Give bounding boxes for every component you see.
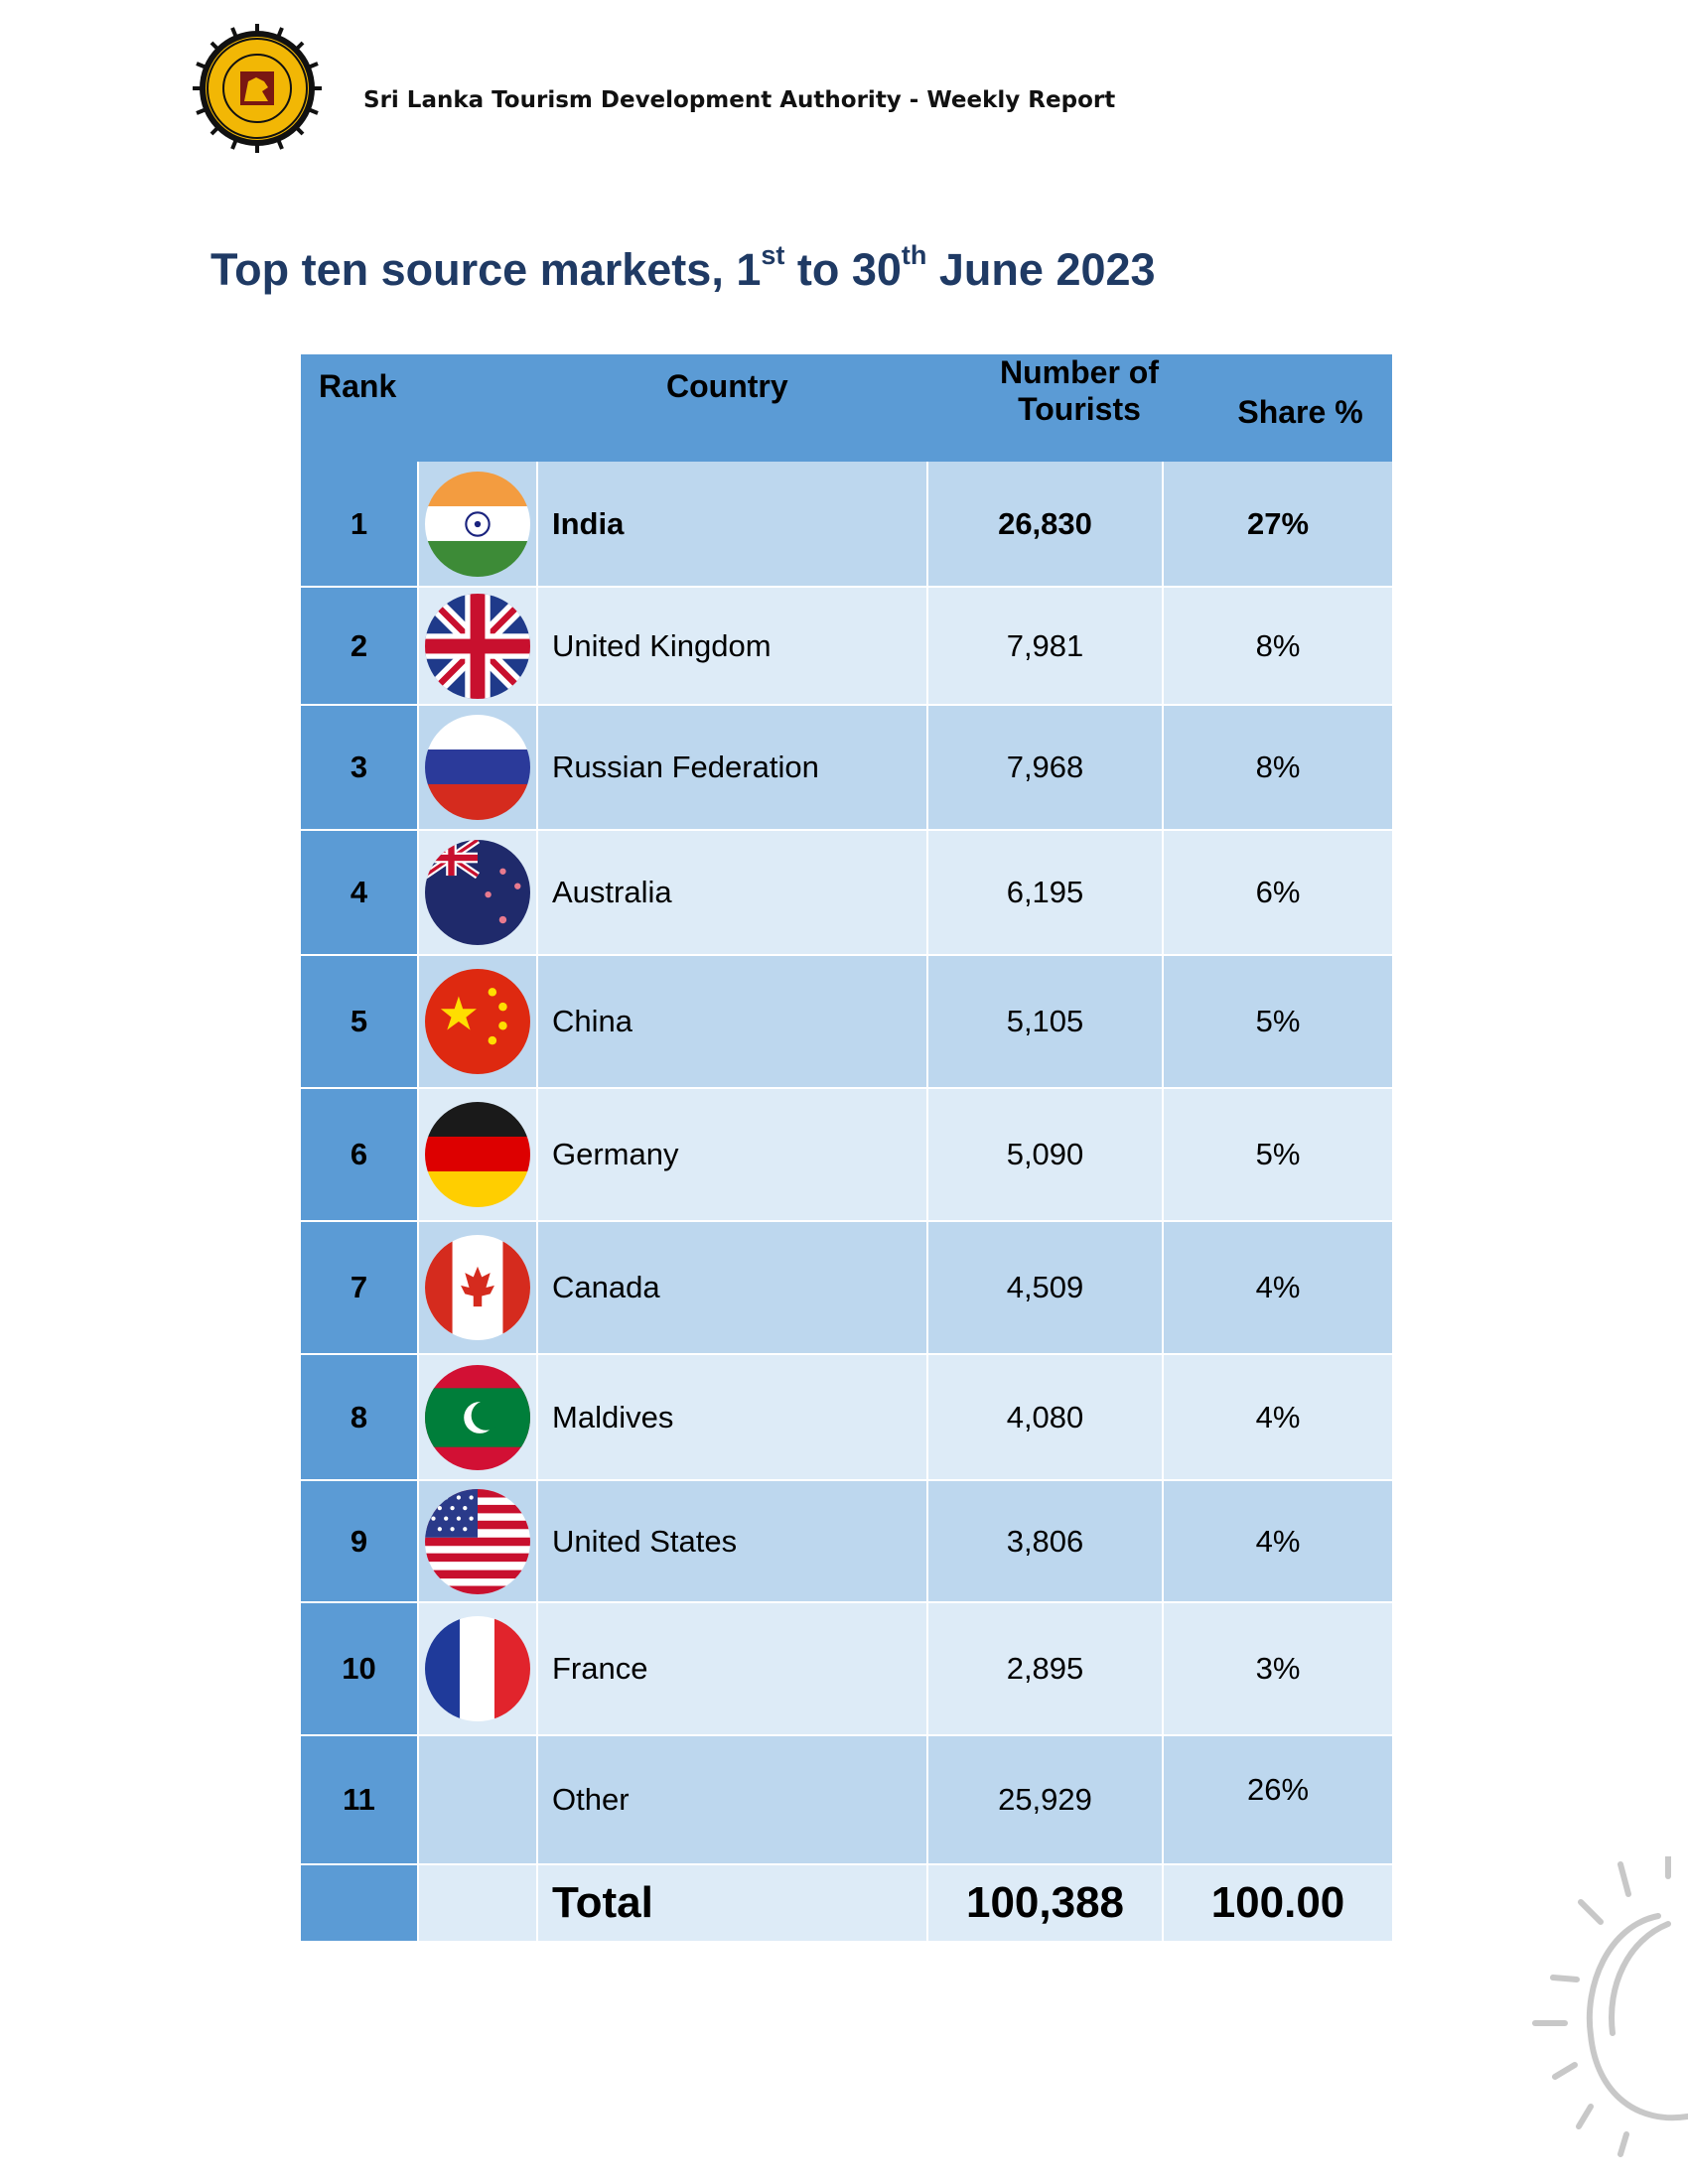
rank-cell: 5 — [301, 956, 417, 1087]
country-column-header: Country — [666, 368, 788, 404]
table-row: 6 Germany 5,090 5% — [301, 1089, 1392, 1222]
table-row: 7 Canada 4,509 4% — [301, 1222, 1392, 1355]
country-cell: Canada — [536, 1222, 926, 1353]
share-cell: 27% — [1162, 462, 1392, 586]
share-cell: 3% — [1162, 1603, 1392, 1734]
tourists-cell: 26,830 — [926, 462, 1162, 586]
share-cell: 8% — [1162, 588, 1392, 704]
report-header-text: Sri Lanka Tourism Development Authority … — [363, 87, 1116, 113]
tourists-cell: 5,105 — [926, 956, 1162, 1087]
page-title: Top ten source markets, 1st to 30th June… — [211, 240, 1156, 295]
table-header-row: Rank Country Number of Tourists Share % — [301, 354, 1392, 462]
country-cell: United States — [536, 1481, 926, 1601]
rank-cell: 2 — [301, 588, 417, 704]
table-row: 1 India 26,830 27% — [301, 462, 1392, 588]
canada-flag-icon — [425, 1235, 530, 1340]
country-cell: Maldives — [536, 1355, 926, 1479]
country-cell: United Kingdom — [536, 588, 926, 704]
rank-cell: 11 — [301, 1736, 417, 1863]
table-row: 4 Australia 6,195 6% — [301, 831, 1392, 956]
table-row: 10 France 2,895 3% — [301, 1603, 1392, 1736]
share-column-header: Share % — [1237, 394, 1363, 430]
rank-cell: 6 — [301, 1089, 417, 1220]
rank-cell: 3 — [301, 706, 417, 829]
table-row: 3 Russian Federation 7,968 8% — [301, 706, 1392, 831]
source-markets-table: Rank Country Number of Tourists Share % … — [301, 354, 1392, 1941]
rank-cell: 7 — [301, 1222, 417, 1353]
table-row: 9 United States 3,806 4% — [301, 1481, 1392, 1603]
tourists-cell: 3,806 — [926, 1481, 1162, 1601]
country-cell: Russian Federation — [536, 706, 926, 829]
rank-column-header: Rank — [319, 368, 397, 404]
country-cell: Other — [536, 1736, 926, 1863]
total-row: Total 100,388 100.00 — [301, 1865, 1392, 1941]
share-cell: 8% — [1162, 706, 1392, 829]
rank-cell: 1 — [301, 462, 417, 586]
share-cell: 6% — [1162, 831, 1392, 954]
germany-flag-icon — [425, 1102, 530, 1207]
russia-flag-icon — [425, 715, 530, 820]
total-share: 100.00 — [1162, 1865, 1392, 1941]
rank-cell: 4 — [301, 831, 417, 954]
tourists-cell: 5,090 — [926, 1089, 1162, 1220]
tourists-column-header: Number of Tourists — [1000, 354, 1159, 427]
rank-cell: 8 — [301, 1355, 417, 1479]
australia-flag-icon — [425, 840, 530, 945]
country-cell: China — [536, 956, 926, 1087]
country-cell: France — [536, 1603, 926, 1734]
tourists-cell: 6,195 — [926, 831, 1162, 954]
china-flag-icon — [425, 969, 530, 1074]
usa-flag-icon — [425, 1488, 530, 1594]
tourists-cell: 7,981 — [926, 588, 1162, 704]
india-flag-icon — [425, 471, 530, 577]
tourists-cell: 25,929 — [926, 1736, 1162, 1863]
uk-flag-icon — [425, 593, 530, 699]
maldives-flag-icon — [425, 1364, 530, 1470]
sun-sketch-icon — [1532, 1856, 1688, 2157]
share-cell: 5% — [1162, 1089, 1392, 1220]
share-cell: 26% — [1162, 1736, 1392, 1863]
total-tourists: 100,388 — [926, 1865, 1162, 1941]
tourists-cell: 4,509 — [926, 1222, 1162, 1353]
country-cell: Germany — [536, 1089, 926, 1220]
country-cell: India — [536, 462, 926, 586]
country-cell: Australia — [536, 831, 926, 954]
table-row: 8 Maldives 4,080 4% — [301, 1355, 1392, 1481]
france-flag-icon — [425, 1616, 530, 1721]
share-cell: 4% — [1162, 1481, 1392, 1601]
total-label: Total — [536, 1865, 926, 1941]
tourists-cell: 7,968 — [926, 706, 1162, 829]
sri-lanka-tourism-seal-icon — [193, 24, 322, 153]
rank-cell: 10 — [301, 1603, 417, 1734]
tourists-cell: 2,895 — [926, 1603, 1162, 1734]
share-cell: 4% — [1162, 1355, 1392, 1479]
share-cell: 4% — [1162, 1222, 1392, 1353]
table-row: 5 China 5,105 5% — [301, 956, 1392, 1089]
table-row: 11 Other 25,929 26% — [301, 1736, 1392, 1865]
table-row: 2 United Kingdom 7,981 8% — [301, 588, 1392, 706]
share-cell: 5% — [1162, 956, 1392, 1087]
rank-cell: 9 — [301, 1481, 417, 1601]
tourists-cell: 4,080 — [926, 1355, 1162, 1479]
